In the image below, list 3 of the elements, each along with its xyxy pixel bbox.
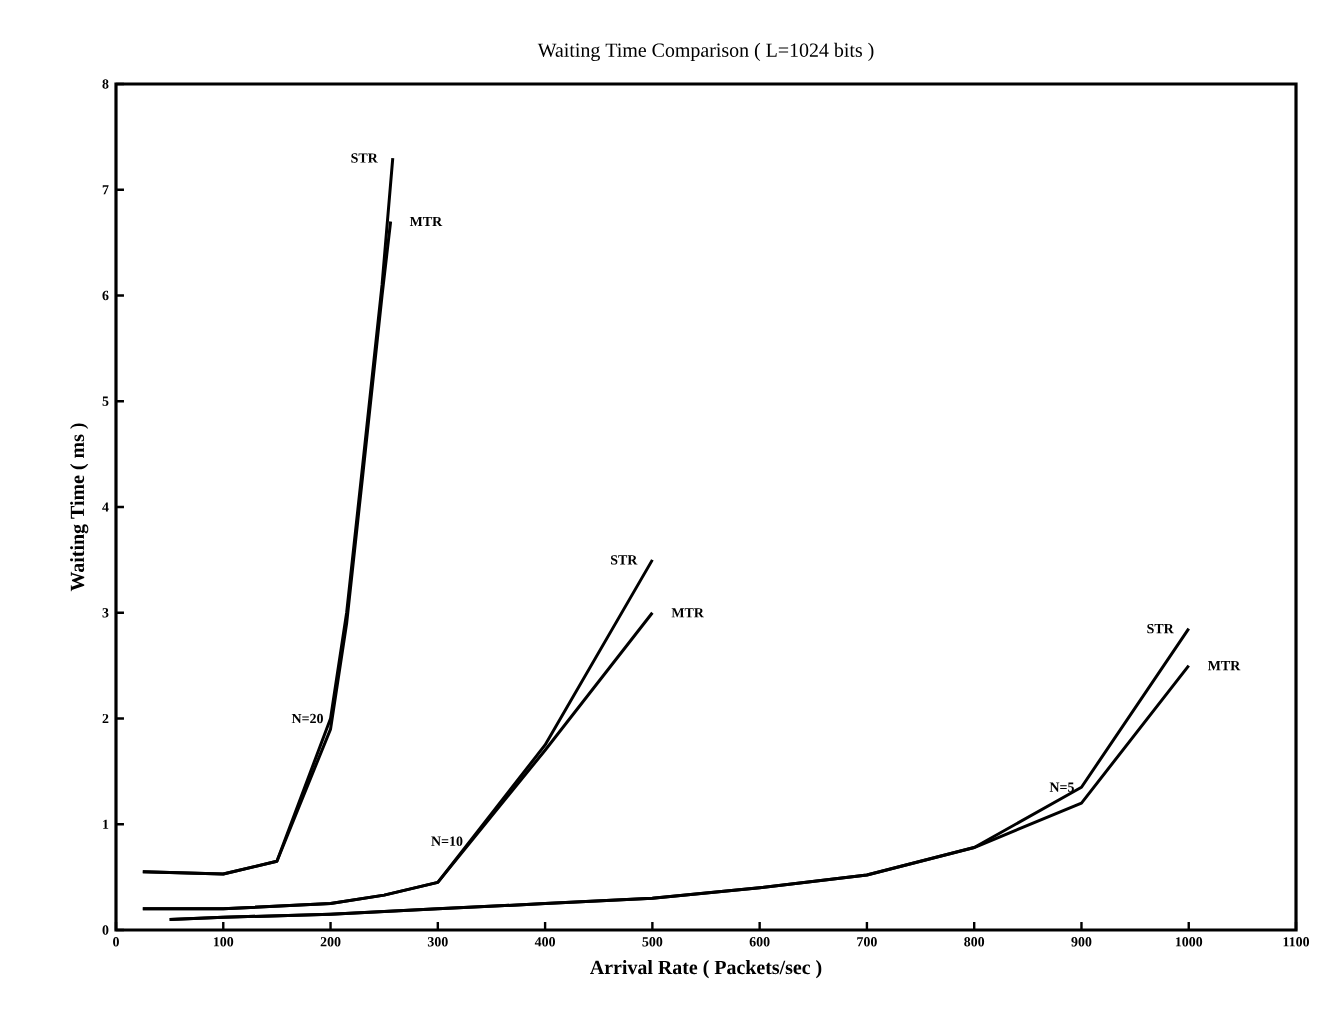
chart-title: Waiting Time Comparison ( L=1024 bits ): [537, 42, 874, 62]
x-axis-title: Arrival Rate ( Packets/sec ): [590, 960, 822, 979]
y-axis-title: Waiting Time ( ms ): [70, 423, 89, 592]
